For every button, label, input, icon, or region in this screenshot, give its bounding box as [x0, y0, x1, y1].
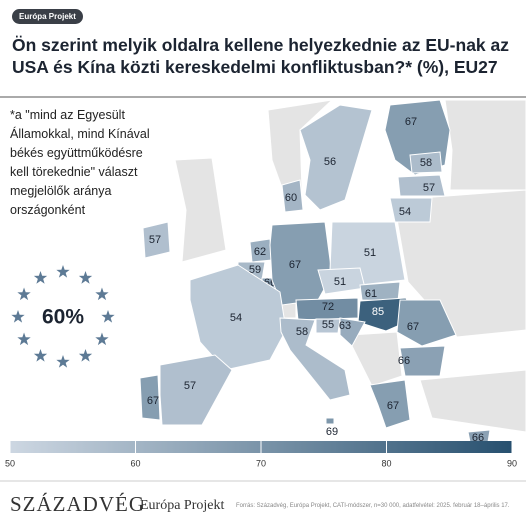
country	[189, 264, 287, 371]
colorbar-tick-label: 60	[130, 458, 140, 468]
non-eu-country	[267, 99, 334, 197]
country-value: 69	[326, 426, 338, 438]
country-value: 56	[324, 156, 336, 168]
eu-star	[56, 265, 70, 278]
country-value: 63	[339, 320, 351, 332]
country-value: 55	[322, 319, 334, 331]
country-value: 54	[399, 206, 411, 218]
country	[339, 317, 366, 347]
title: Ön szerint melyik oldalra kellene helyez…	[12, 35, 510, 77]
country-value: 72	[322, 301, 334, 313]
eu-star	[78, 271, 93, 284]
country-value: 66	[472, 432, 484, 444]
country-value: 67	[147, 395, 159, 407]
logo: Európa Projekt	[140, 498, 225, 513]
country-value: 60	[285, 192, 297, 204]
country	[396, 299, 457, 347]
country-value: 57	[184, 380, 196, 392]
country-value: 58	[296, 326, 308, 338]
country	[409, 151, 443, 174]
country-value: 58	[420, 157, 432, 169]
eu-star	[56, 355, 70, 368]
country-value: 61	[365, 288, 377, 300]
non-eu-country	[174, 157, 227, 263]
country-value: 66	[398, 355, 410, 367]
tag: Európa Projekt	[12, 9, 83, 24]
eu-star	[17, 332, 31, 346]
non-eu-country	[444, 99, 526, 191]
country	[139, 374, 161, 421]
country	[281, 179, 304, 213]
non-eu-land	[174, 99, 526, 433]
country-value: 67	[405, 116, 417, 128]
country	[389, 197, 433, 223]
eu-average: 60%	[42, 306, 84, 329]
country-value: 57	[423, 182, 435, 194]
country-value: 67	[387, 400, 399, 412]
country	[325, 417, 335, 425]
country	[399, 345, 446, 377]
country-value: 57	[149, 234, 161, 246]
country-value: 62	[254, 246, 266, 258]
eu-star	[95, 332, 109, 346]
country-value: 54	[230, 312, 242, 324]
country-value: 51	[334, 276, 346, 288]
country	[299, 104, 373, 211]
country	[315, 318, 341, 334]
eu-star	[78, 348, 93, 362]
note: *a "mind az Egyesült Államokkal, mind Kí…	[10, 108, 150, 217]
country-value: 85	[372, 306, 384, 318]
country-value: 67	[289, 259, 301, 271]
country-value: 67	[407, 321, 419, 333]
eu-star	[101, 310, 115, 323]
country	[159, 354, 233, 426]
country-value: 51	[364, 247, 376, 259]
brand: SZÁZADVÉG	[10, 492, 145, 516]
country-value: 59	[249, 264, 261, 276]
country	[369, 379, 411, 429]
colorbar-tick-label: 80	[381, 458, 391, 468]
eu-star	[95, 287, 109, 301]
country	[142, 221, 171, 259]
eu-star	[33, 271, 48, 284]
colorbar-ticks: 50 60 70 80 90	[5, 441, 517, 468]
non-eu-country	[419, 369, 526, 433]
colorbar-tick-label: 90	[507, 458, 517, 468]
country	[279, 317, 351, 401]
eu-stars	[11, 265, 115, 368]
eu-star	[11, 310, 25, 323]
countries: 67 56 58 57 54 60 57 62 59 66 67 51 51 61 54 72 85 55 63 58…	[139, 99, 491, 444]
source: Forrás: Századvég, Európa Projekt, CATI-…	[236, 503, 510, 509]
country	[397, 174, 446, 197]
colorbar-tick-label: 70	[256, 458, 266, 468]
non-eu-country	[349, 331, 403, 387]
eu-star	[17, 287, 31, 301]
colorbar-tick-label: 50	[5, 458, 15, 468]
eu-star	[33, 348, 48, 362]
